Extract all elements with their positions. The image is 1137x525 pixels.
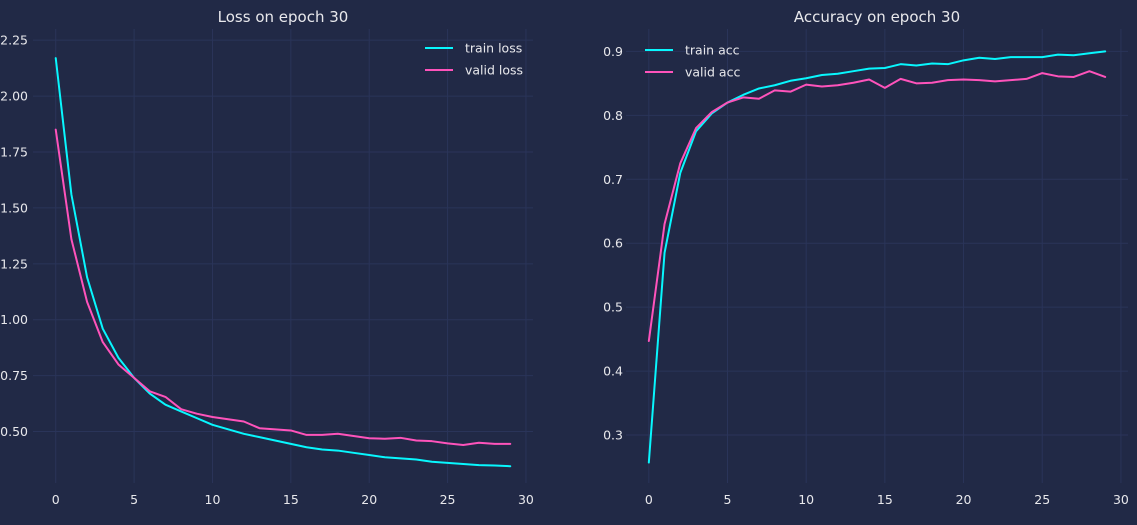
y-tick-label: 0.50 — [0, 424, 28, 439]
chart-title: Loss on epoch 30 — [218, 8, 349, 26]
x-tick-label: 30 — [518, 492, 534, 507]
x-tick-label: 15 — [877, 492, 893, 507]
plot-area — [626, 29, 1128, 483]
y-tick-label: 0.4 — [603, 364, 623, 379]
x-tick-label: 5 — [130, 492, 138, 507]
series-line-valid-acc — [647, 70, 1107, 343]
x-tick-label: 10 — [205, 492, 221, 507]
y-tick-label: 0.7 — [603, 172, 623, 187]
x-tick-label: 25 — [1034, 492, 1050, 507]
y-tick-label: 2.25 — [0, 33, 28, 48]
legend: train acc valid acc — [645, 43, 740, 80]
y-tick-label: 0.75 — [0, 368, 28, 383]
x-tick-label: 10 — [798, 492, 814, 507]
y-tick-label: 1.75 — [0, 145, 28, 160]
y-tick-label: 0.8 — [603, 108, 623, 123]
y-tick-label: 0.6 — [603, 236, 623, 251]
y-tick-label: 0.5 — [603, 300, 623, 315]
y-tick-label: 1.00 — [0, 312, 28, 327]
legend-label: valid loss — [465, 63, 523, 78]
legend-label: train acc — [685, 43, 740, 58]
plot-area — [33, 29, 533, 483]
chart-panel-0: 0 5 10 15 20 25 30 0.50 0.75 1.00 1.25 1.50 1.75 2.00… — [0, 8, 534, 507]
y-tick-label: 2.00 — [0, 89, 28, 104]
chart-title: Accuracy on epoch 30 — [794, 8, 960, 26]
x-tick-label: 0 — [645, 492, 653, 507]
x-tick-label: 30 — [1113, 492, 1129, 507]
legend: train loss valid loss — [425, 41, 523, 78]
x-tick-label: 20 — [361, 492, 377, 507]
x-tick-label: 20 — [956, 492, 972, 507]
x-tick-label: 15 — [283, 492, 299, 507]
legend-label: train loss — [465, 41, 522, 56]
y-tick-label: 0.9 — [603, 44, 623, 59]
x-tick-label: 0 — [52, 492, 60, 507]
x-tick-label: 5 — [724, 492, 732, 507]
chart-panel-1: 0 5 10 15 20 25 30 0.3 0.4 0.5 0.6 0.7 0.8 0.9 Accurac… — [603, 8, 1129, 507]
legend-label: valid acc — [685, 65, 740, 80]
x-tick-label: 25 — [440, 492, 456, 507]
series-line-valid-loss — [54, 128, 512, 446]
y-tick-label: 1.50 — [0, 200, 28, 215]
y-tick-label: 0.3 — [603, 428, 623, 443]
y-tick-label: 1.25 — [0, 256, 28, 271]
